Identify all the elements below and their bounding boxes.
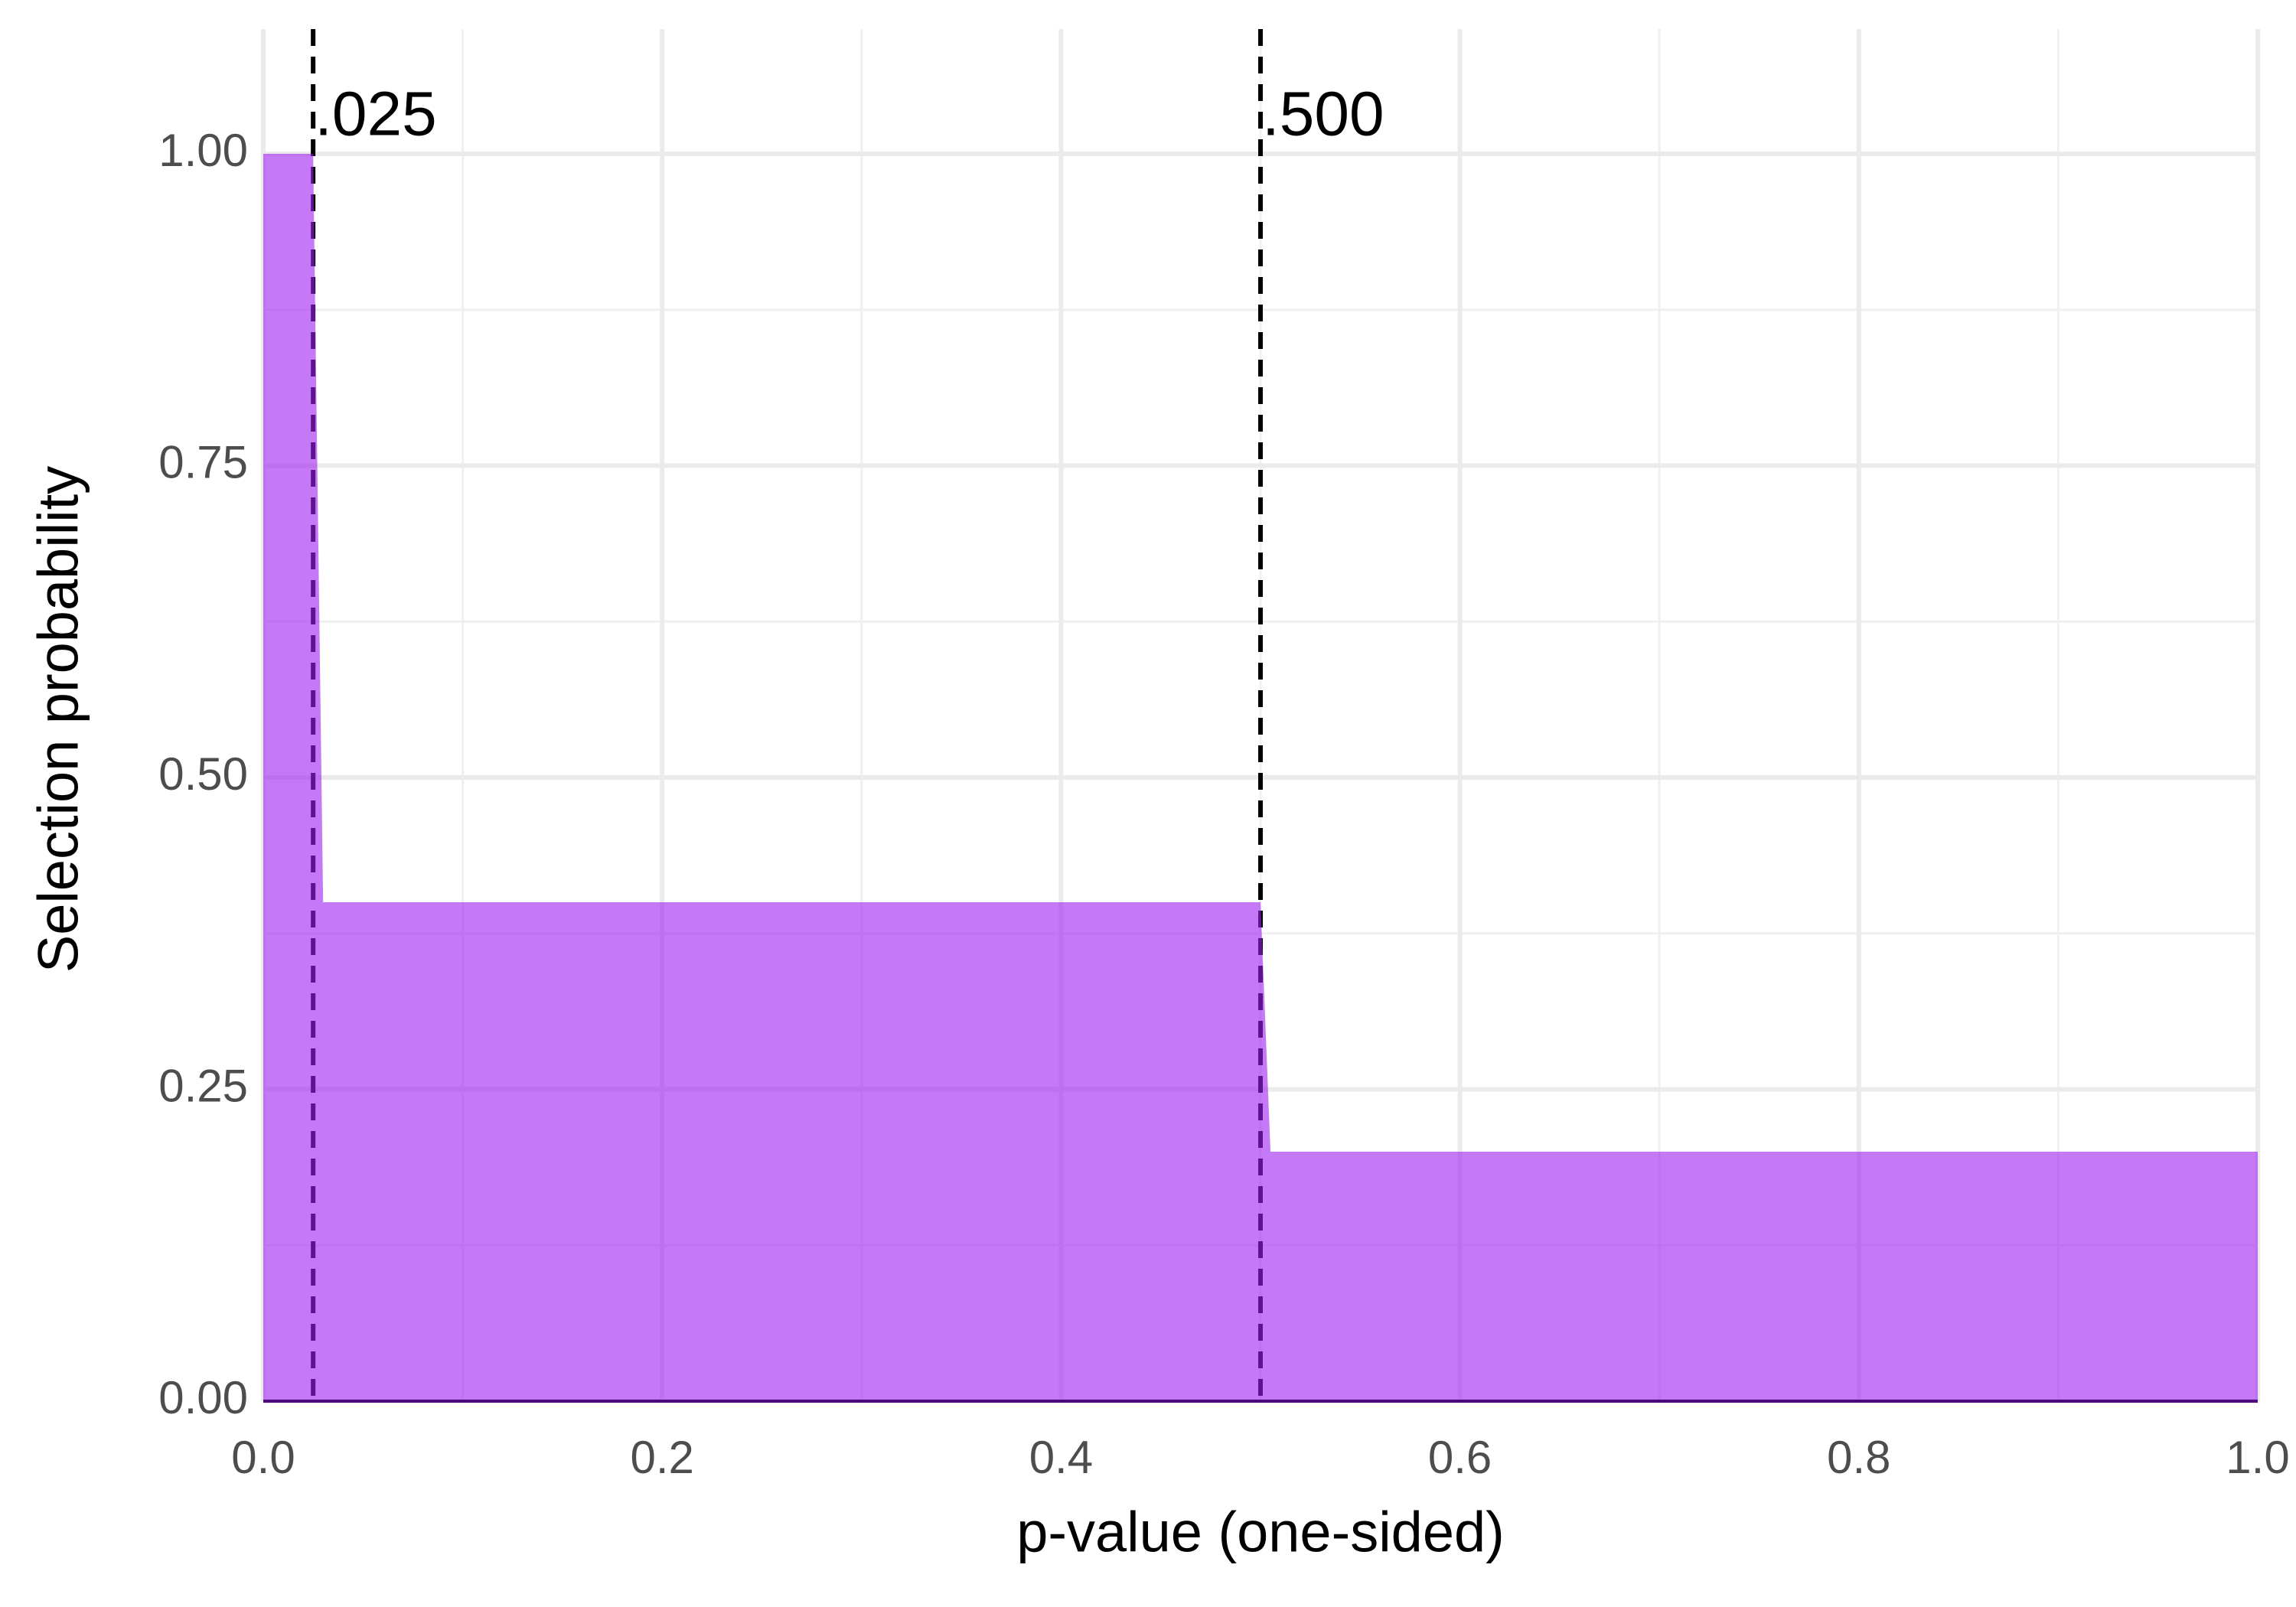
y-tick-label: 0.50	[158, 748, 248, 800]
x-tick-label: 0.8	[1827, 1432, 1890, 1483]
x-tick-label: 0.0	[231, 1432, 295, 1483]
x-axis-title: p-value (one-sided)	[1016, 1501, 1505, 1564]
reference-label: .500	[1262, 80, 1384, 149]
y-axis-title: Selection probability	[27, 466, 90, 973]
x-tick-label: 0.4	[1029, 1432, 1093, 1483]
y-tick-label: 0.00	[158, 1372, 248, 1423]
y-tick-label: 0.25	[158, 1060, 248, 1111]
y-tick-label: 0.75	[158, 436, 248, 487]
reference-label: .025	[315, 80, 437, 149]
y-tick-label: 1.00	[158, 125, 248, 176]
area	[263, 154, 2258, 1401]
x-tick-label: 0.6	[1428, 1432, 1492, 1483]
x-tick-label: 1.0	[2226, 1432, 2289, 1483]
x-tick-label: 0.2	[630, 1432, 693, 1483]
